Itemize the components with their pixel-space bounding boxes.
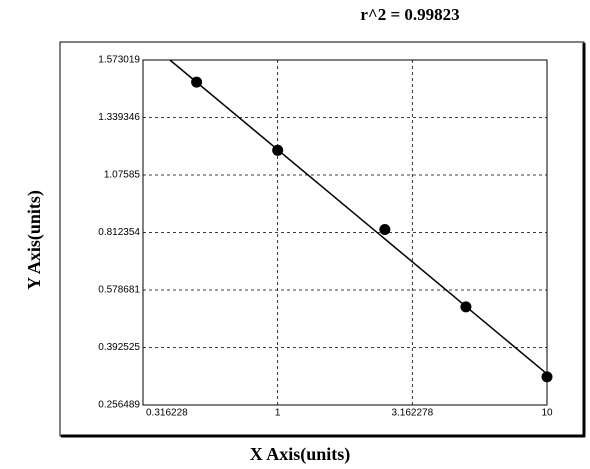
chart-title: r^2 = 0.99823	[360, 5, 459, 24]
panel	[59, 41, 585, 437]
data-point	[379, 224, 391, 236]
y-tick-label: 1.07585	[104, 170, 141, 181]
data-point	[191, 76, 203, 88]
y-tick-label: 0.812354	[98, 227, 140, 238]
x-tick-label: 0.316228	[146, 408, 188, 419]
data-point	[272, 144, 284, 156]
x-tick-label: 1	[275, 408, 281, 419]
x-tick-label: 3.162278	[391, 408, 433, 419]
y-tick-label: 0.256489	[98, 400, 140, 411]
y-tick-label: 0.578681	[98, 285, 140, 296]
fit-line	[169, 59, 548, 375]
x-tick-label: 10	[541, 408, 553, 419]
y-axis-label: Y Axis(units)	[24, 190, 45, 290]
data-point	[460, 301, 472, 313]
data-point	[541, 371, 553, 383]
y-tick-label: 1.573019	[98, 55, 140, 66]
y-tick-label: 0.392525	[98, 342, 140, 353]
y-tick-label: 1.339346	[98, 112, 140, 123]
x-axis-label: X Axis(units)	[250, 444, 351, 465]
